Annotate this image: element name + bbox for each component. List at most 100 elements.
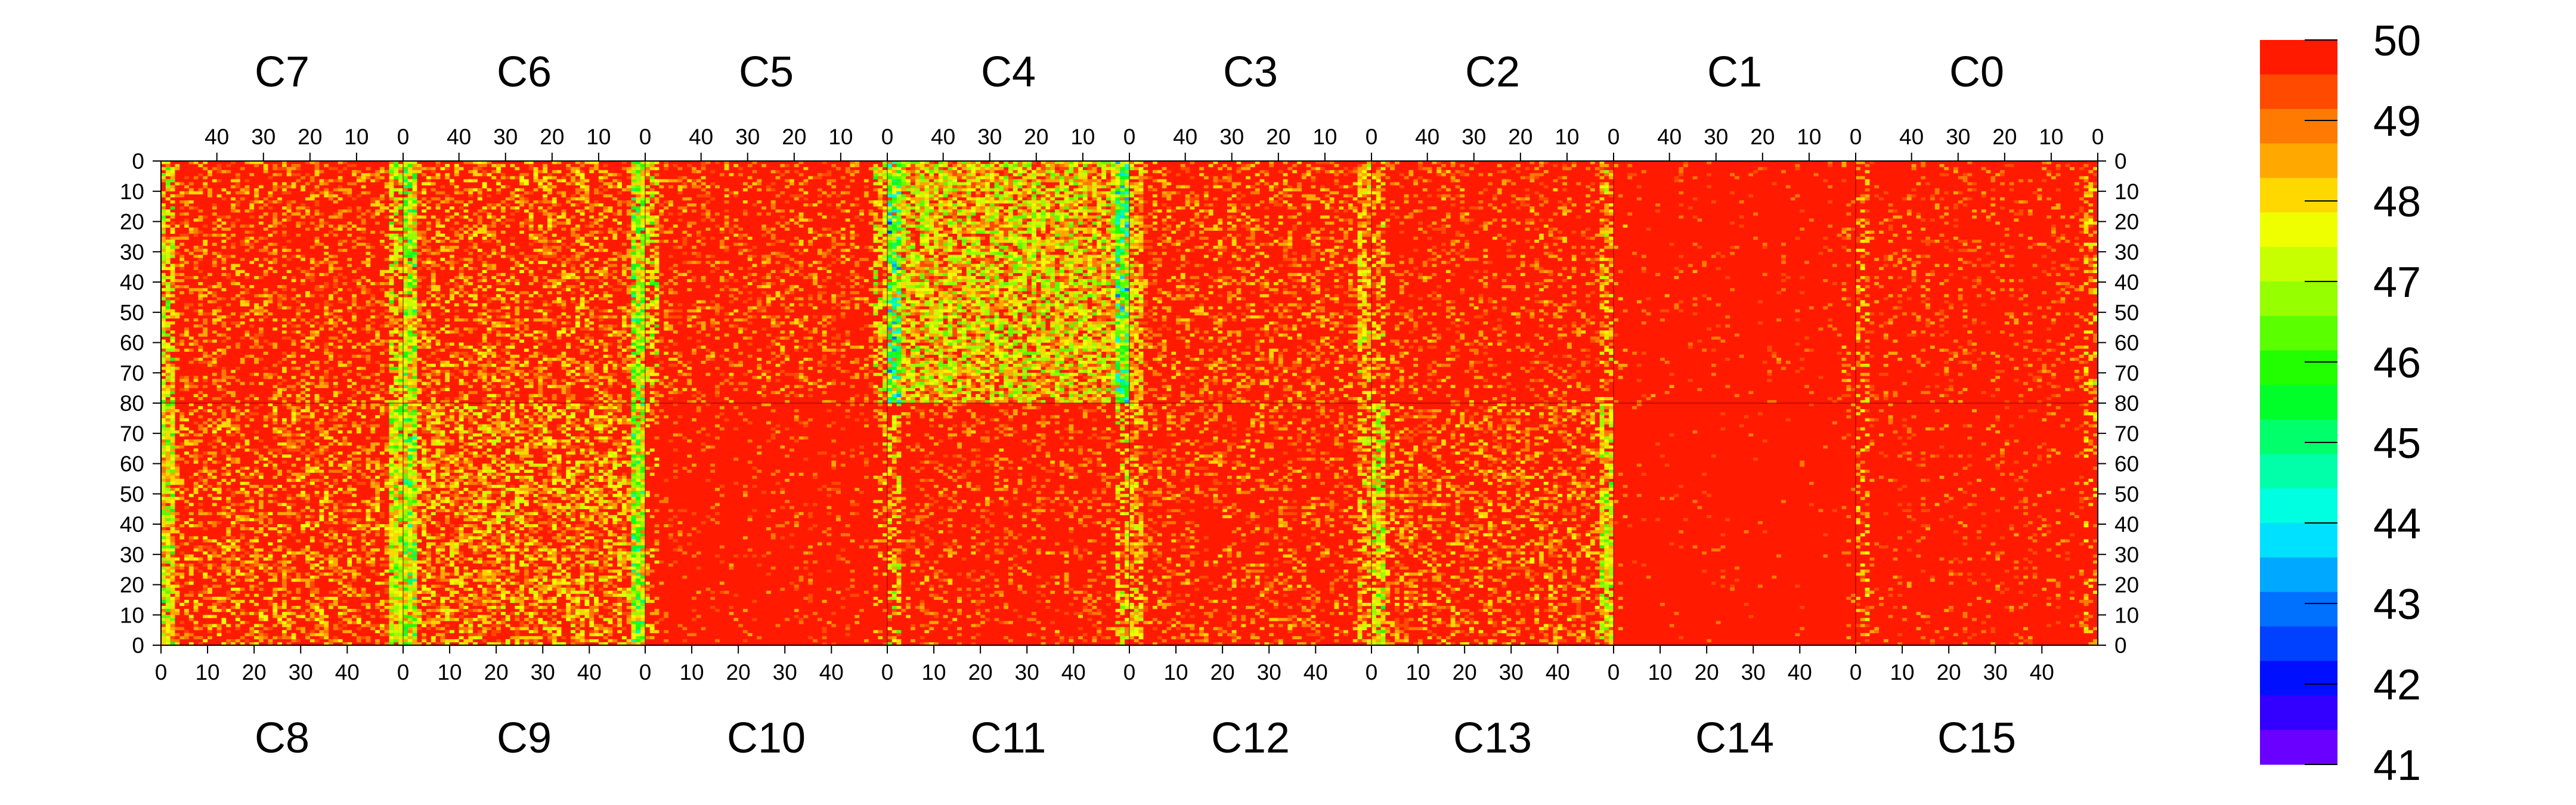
heatmap-cell [649,330,655,334]
heatmap-cell [543,197,548,201]
heatmap-cell [375,200,380,204]
heatmap-cell [249,173,255,177]
heatmap-cell [705,215,711,219]
heatmap-cell [556,246,562,249]
heatmap-cell [612,364,618,367]
heatmap-cell [584,224,590,228]
heatmap-cell [798,261,804,264]
heatmap-cell [319,170,324,174]
heatmap-cell [375,342,380,346]
heatmap-cell [575,224,580,228]
heatmap-cell [394,261,399,264]
heatmap-cell [254,309,259,312]
heatmap-cell [422,345,427,349]
heatmap-cell [612,275,618,280]
heatmap-cell [822,391,827,394]
heatmap-cell [752,315,757,319]
heatmap-cell [244,300,250,304]
heatmap-cell [407,215,413,219]
heatmap-cell [277,221,282,225]
heatmap-cell [370,339,376,343]
heatmap-cell [598,342,603,346]
heatmap-cell [319,294,324,298]
heatmap-cell [589,315,595,319]
heatmap-cell [850,285,855,289]
heatmap-cell [631,336,636,340]
heatmap-cell [329,303,333,306]
heatmap-cell [454,212,459,216]
heatmap-cell [873,239,878,243]
heatmap-cell [729,288,734,292]
heatmap-cell [324,382,329,385]
heatmap-cell [273,182,278,185]
heatmap-cell [785,309,790,312]
heatmap-cell [286,185,292,188]
heatmap-cell [868,339,874,343]
heatmap-cell [412,173,417,177]
heatmap-cell [575,318,580,322]
heatmap-cell [352,164,357,168]
heatmap-cell [398,348,403,352]
heatmap-cell [412,288,417,292]
heatmap-cell [543,194,548,198]
heatmap-cell [398,351,403,355]
heatmap-cell [873,385,878,388]
heatmap-cell [766,212,771,216]
heatmap-cell [794,261,799,264]
heatmap-cell [747,236,753,240]
heatmap-cell [282,224,287,228]
heatmap-cell [701,188,706,191]
heatmap-cell [435,370,441,373]
heatmap-cell [161,342,166,346]
heatmap-cell [891,391,897,394]
heatmap-cell [379,288,385,292]
heatmap-cell [654,258,660,261]
heatmap-cell [789,182,794,185]
heatmap-cell [510,291,515,295]
heatmap-cell [384,348,389,352]
heatmap-cell [282,167,287,171]
heatmap-cell [710,354,716,358]
heatmap-cell [394,176,399,179]
heatmap-cell [244,354,250,358]
heatmap-cell [231,370,236,373]
heatmap-cell [412,243,417,246]
heatmap-cell [887,354,892,358]
heatmap-cell [487,285,492,289]
heatmap-cell [631,303,636,306]
heatmap-cell [580,194,585,198]
heatmap-cell [766,285,771,289]
heatmap-cell [645,215,650,219]
heatmap-cell [813,315,818,319]
heatmap-cell [426,354,431,358]
heatmap-cell [873,270,878,273]
heatmap-cell [808,382,813,385]
heatmap-cell [649,261,655,264]
heatmap-cell [268,294,273,298]
heatmap-cell [161,373,166,376]
heatmap-cell [733,345,739,349]
heatmap-cell [175,264,180,267]
heatmap-cell [221,197,227,201]
heatmap-cell [291,318,296,322]
heatmap-cell [901,164,906,168]
heatmap-cell [231,282,236,286]
heatmap-cell [426,382,431,385]
heatmap-cell [584,397,590,401]
heatmap-cell [286,191,292,195]
heatmap-cell [454,246,459,249]
heatmap-cell [184,333,189,337]
heatmap-cell [640,370,645,373]
heatmap-cell [398,258,403,261]
heatmap-cell [603,376,608,379]
heatmap-cell [407,333,413,337]
heatmap-cell [198,397,203,401]
heatmap-cell [873,288,878,292]
heatmap-cell [431,252,436,255]
heatmap-cell [165,179,171,182]
heatmap-cell [594,394,599,398]
heatmap-cell [561,243,566,246]
heatmap-cell [589,230,595,234]
heatmap-cell [463,300,469,304]
heatmap-cell [389,215,394,219]
